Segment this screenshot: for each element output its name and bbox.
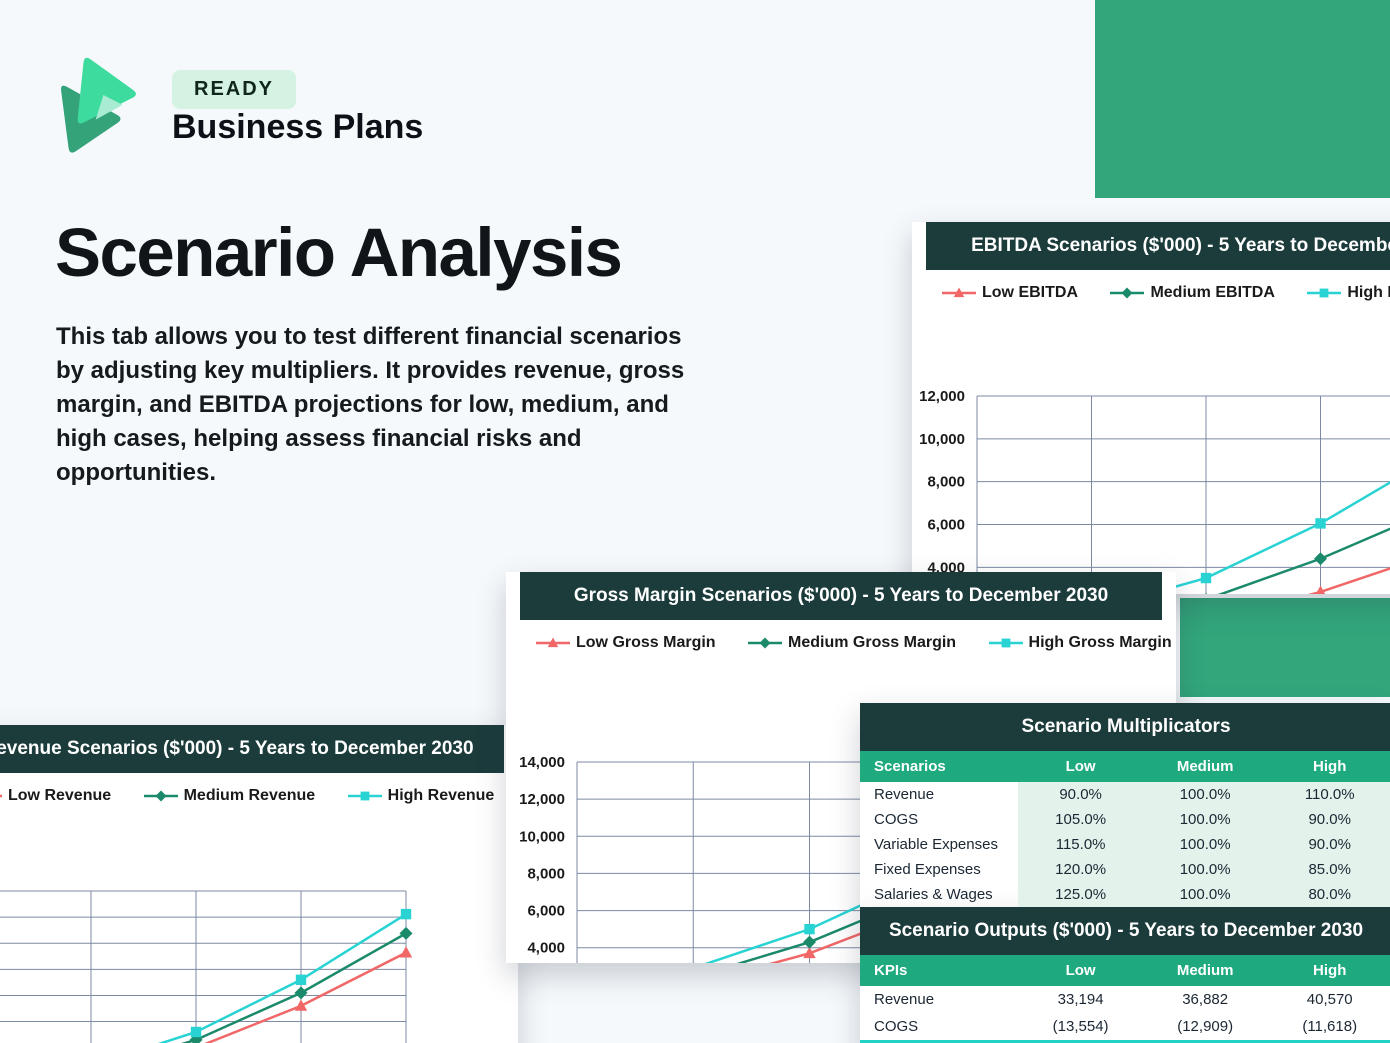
svg-text:10,000: 10,000: [519, 828, 565, 845]
svg-text:12,000: 12,000: [519, 791, 565, 808]
svg-text:10,000: 10,000: [919, 431, 965, 448]
svg-text:6,000: 6,000: [927, 517, 965, 534]
svg-text:14,000: 14,000: [519, 754, 565, 771]
svg-text:4,000: 4,000: [527, 940, 565, 957]
svg-text:12,000: 12,000: [919, 388, 965, 405]
svg-text:6,000: 6,000: [527, 903, 565, 920]
svg-text:8,000: 8,000: [927, 474, 965, 491]
svg-text:8,000: 8,000: [527, 865, 565, 882]
